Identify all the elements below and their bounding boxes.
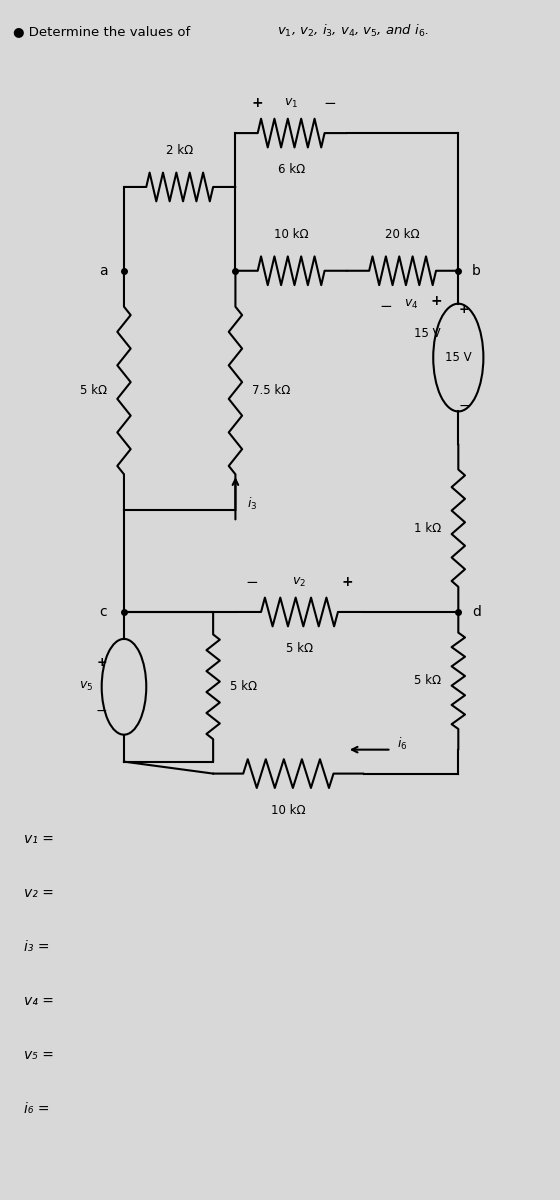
Text: c: c [100,605,108,619]
Text: 5 kΩ: 5 kΩ [286,642,313,655]
Text: v₄ =: v₄ = [24,994,54,1008]
Text: 7.5 kΩ: 7.5 kΩ [252,384,291,397]
Text: −: − [458,398,470,413]
Text: +: + [459,304,469,316]
Text: 10 kΩ: 10 kΩ [271,804,306,816]
Text: 10 kΩ: 10 kΩ [274,228,309,241]
Text: v₁ =: v₁ = [24,833,54,846]
Text: −: − [380,299,392,314]
Text: −: − [96,703,108,718]
Text: 20 kΩ: 20 kΩ [385,228,420,241]
Text: +: + [341,575,353,589]
Text: i₆ =: i₆ = [24,1102,49,1116]
Text: $i_6$: $i_6$ [397,736,408,751]
Text: v₂ =: v₂ = [24,887,54,900]
Text: $v_1$, $v_2$, $i_3$, $v_4$, $v_5$, and $i_6$.: $v_1$, $v_2$, $i_3$, $v_4$, $v_5$, and $… [277,23,429,40]
Text: $v_5$: $v_5$ [79,680,94,694]
Text: +: + [96,656,107,670]
Text: $v_1$: $v_1$ [284,97,298,109]
Text: 15 V: 15 V [445,352,472,364]
Text: d: d [472,605,481,619]
Text: 2 kΩ: 2 kΩ [166,144,193,157]
Text: b: b [472,264,481,277]
Text: 5 kΩ: 5 kΩ [414,674,442,688]
Text: a: a [99,264,108,277]
Text: 15 V: 15 V [414,328,441,340]
Text: $v_4$: $v_4$ [404,298,418,311]
Text: 1 kΩ: 1 kΩ [414,522,442,535]
Text: 6 kΩ: 6 kΩ [278,163,305,176]
Text: 5 kΩ: 5 kΩ [80,384,108,397]
Text: ● Determine the values of: ● Determine the values of [12,25,194,38]
Text: −: − [324,96,337,110]
Text: −: − [246,575,259,589]
Text: 5 kΩ: 5 kΩ [230,680,257,694]
Text: $v_2$: $v_2$ [292,576,306,588]
Text: +: + [252,96,264,110]
Text: $i_3$: $i_3$ [246,496,257,512]
Text: i₃ =: i₃ = [24,940,49,954]
Text: v₅ =: v₅ = [24,1048,54,1062]
Text: +: + [430,294,442,307]
